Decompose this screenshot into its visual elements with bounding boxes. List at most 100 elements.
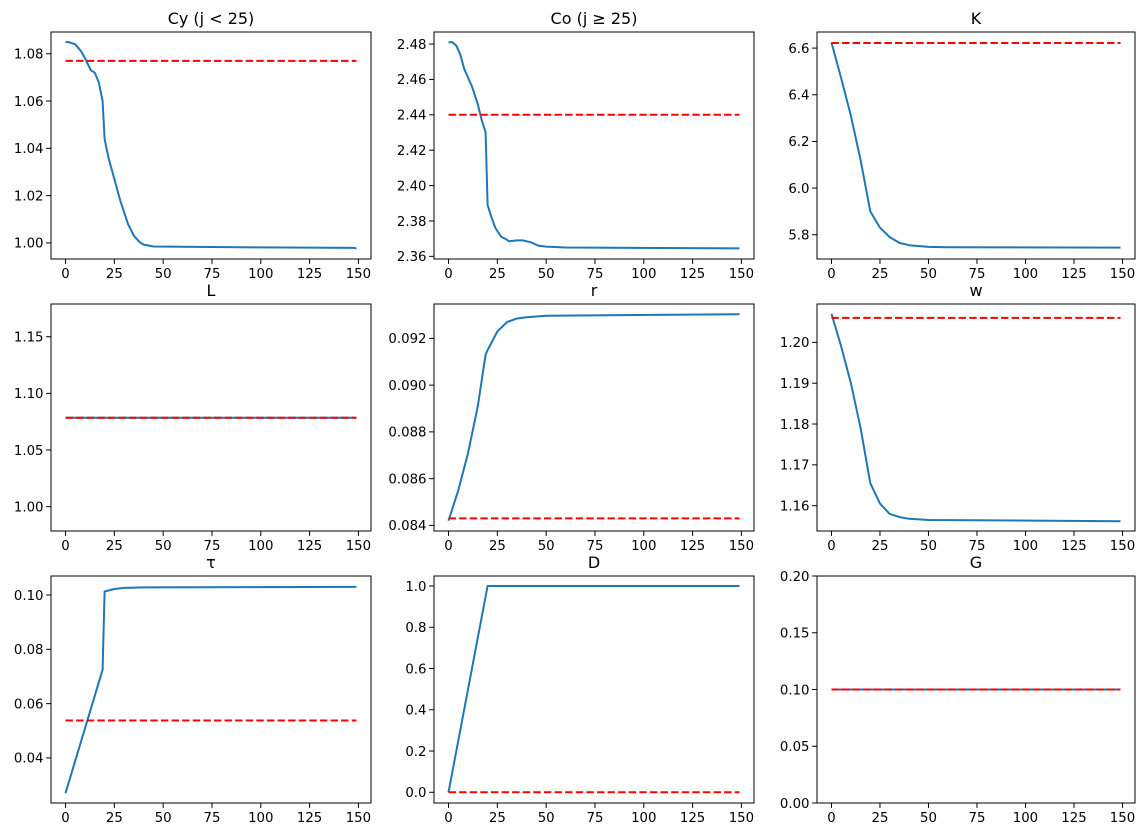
- y-tick-label: 1.18: [780, 418, 810, 433]
- x-tick-label: 150: [729, 267, 754, 282]
- series-line: [830, 313, 1121, 523]
- x-tick-label: 150: [729, 811, 754, 826]
- y-tick-label: 2.42: [397, 144, 427, 159]
- y-tick-label: 1.06: [14, 95, 44, 110]
- x-tick-label: 0: [827, 267, 835, 282]
- x-tick-label: 125: [1061, 539, 1086, 554]
- x-tick-label: 150: [1110, 267, 1135, 282]
- x-tick-label: 50: [155, 267, 172, 282]
- subplot: 0 25 50 75 100 125 150 0.04 0.06 0.08 0.10 τ: [14, 553, 372, 826]
- x-tick-label: 50: [155, 539, 172, 554]
- subplot-title: r: [591, 281, 598, 300]
- x-tick-label: 150: [729, 539, 754, 554]
- subplot-title: D: [588, 553, 600, 572]
- x-tick-label: 50: [920, 811, 937, 826]
- x-tick-label: 25: [489, 539, 506, 554]
- y-tick-label: 1.00: [14, 500, 44, 515]
- x-tick-label: 0: [827, 539, 835, 554]
- y-tick-label: 2.48: [397, 38, 427, 53]
- y-tick-label: 1.15: [14, 331, 44, 346]
- x-tick-label: 100: [631, 539, 656, 554]
- axes-frame: [816, 303, 1136, 532]
- x-tick-label: 25: [106, 539, 123, 554]
- x-tick-label: 75: [587, 539, 604, 554]
- x-tick-label: 125: [680, 811, 705, 826]
- x-tick-label: 100: [1013, 267, 1038, 282]
- x-tick-label: 25: [871, 811, 888, 826]
- x-tick-label: 0: [61, 539, 69, 554]
- x-tick-label: 100: [248, 539, 273, 554]
- y-tick-label: 0.15: [780, 627, 810, 642]
- y-tick-label: 0.088: [388, 426, 426, 441]
- x-tick-label: 150: [1110, 811, 1135, 826]
- x-tick-label: 0: [444, 539, 452, 554]
- series-line: [830, 42, 1121, 249]
- y-tick-label: 0.4: [405, 704, 426, 719]
- x-tick-label: 75: [204, 539, 221, 554]
- x-tick-label: 150: [346, 539, 371, 554]
- x-tick-label: 75: [204, 267, 221, 282]
- y-tick-label: 0.2: [405, 745, 426, 760]
- x-tick-label: 100: [1013, 539, 1038, 554]
- axes-frame: [816, 31, 1136, 260]
- y-tick-label: 0.086: [388, 472, 426, 487]
- y-tick-label: 0.6: [405, 662, 426, 677]
- x-tick-label: 150: [1110, 539, 1135, 554]
- x-tick-label: 0: [827, 811, 835, 826]
- y-tick-label: 0.08: [14, 643, 44, 658]
- x-tick-label: 50: [155, 811, 172, 826]
- x-tick-label: 50: [920, 539, 937, 554]
- subplot-title: K: [971, 9, 982, 28]
- y-tick-label: 5.8: [788, 229, 809, 244]
- y-tick-label: 1.00: [14, 237, 44, 252]
- y-tick-label: 1.19: [780, 377, 810, 392]
- axes-frame: [433, 303, 755, 532]
- x-tick-label: 150: [346, 267, 371, 282]
- y-tick-label: 2.46: [397, 73, 427, 88]
- subplot: 0 25 50 75 100 125 150 1.16 1.17 1.18 1.19 1.20 w: [780, 281, 1136, 554]
- subplot-title: G: [970, 553, 982, 572]
- x-tick-label: 125: [297, 267, 322, 282]
- subplot: 0 25 50 75 100 125 150 0.00 0.05 0.10 0.15 0.20 G: [780, 553, 1136, 826]
- x-tick-label: 25: [871, 539, 888, 554]
- series-line: [65, 40, 357, 250]
- subplot: 0 25 50 75 100 125 150 2.36 2.38 2.40 2.42 2.44 2.46…: [397, 9, 755, 282]
- x-tick-label: 0: [444, 267, 452, 282]
- y-tick-label: 0.05: [780, 740, 810, 755]
- y-tick-label: 6.6: [788, 42, 809, 57]
- subplot: 0 25 50 75 100 125 150 0.084 0.086 0.088 0.090 0.09…: [388, 281, 755, 554]
- x-tick-label: 25: [106, 267, 123, 282]
- x-tick-label: 50: [538, 267, 555, 282]
- subplot: 0 25 50 75 100 125 150 1.00 1.02 1.04 1.06 1.08 Cy (…: [14, 9, 372, 282]
- series-line: [448, 41, 740, 250]
- x-tick-label: 0: [444, 811, 452, 826]
- x-tick-label: 100: [631, 267, 656, 282]
- subplot-title: Co (j ≥ 25): [551, 9, 638, 28]
- y-tick-label: 2.40: [397, 179, 427, 194]
- x-tick-label: 50: [920, 267, 937, 282]
- axes-frame: [50, 575, 372, 804]
- x-tick-label: 25: [489, 267, 506, 282]
- y-tick-label: 1.16: [780, 499, 810, 514]
- series-line: [64, 585, 357, 794]
- x-tick-label: 0: [61, 811, 69, 826]
- axes-frame: [433, 575, 755, 804]
- subplot-title: w: [969, 281, 982, 300]
- axes-frame: [50, 303, 372, 532]
- x-tick-label: 75: [587, 811, 604, 826]
- x-tick-label: 75: [587, 267, 604, 282]
- subplot-title: L: [207, 281, 216, 300]
- x-tick-label: 125: [297, 811, 322, 826]
- x-tick-label: 125: [680, 539, 705, 554]
- x-tick-label: 50: [538, 811, 555, 826]
- x-tick-label: 75: [969, 539, 986, 554]
- x-tick-label: 25: [106, 811, 123, 826]
- y-tick-label: 6.4: [788, 89, 809, 104]
- y-tick-label: 0.10: [14, 589, 44, 604]
- x-tick-label: 100: [1013, 811, 1038, 826]
- y-tick-label: 0.20: [780, 570, 810, 585]
- x-tick-label: 125: [1061, 267, 1086, 282]
- y-tick-label: 1.0: [405, 580, 426, 595]
- subplot-title: τ: [206, 553, 216, 572]
